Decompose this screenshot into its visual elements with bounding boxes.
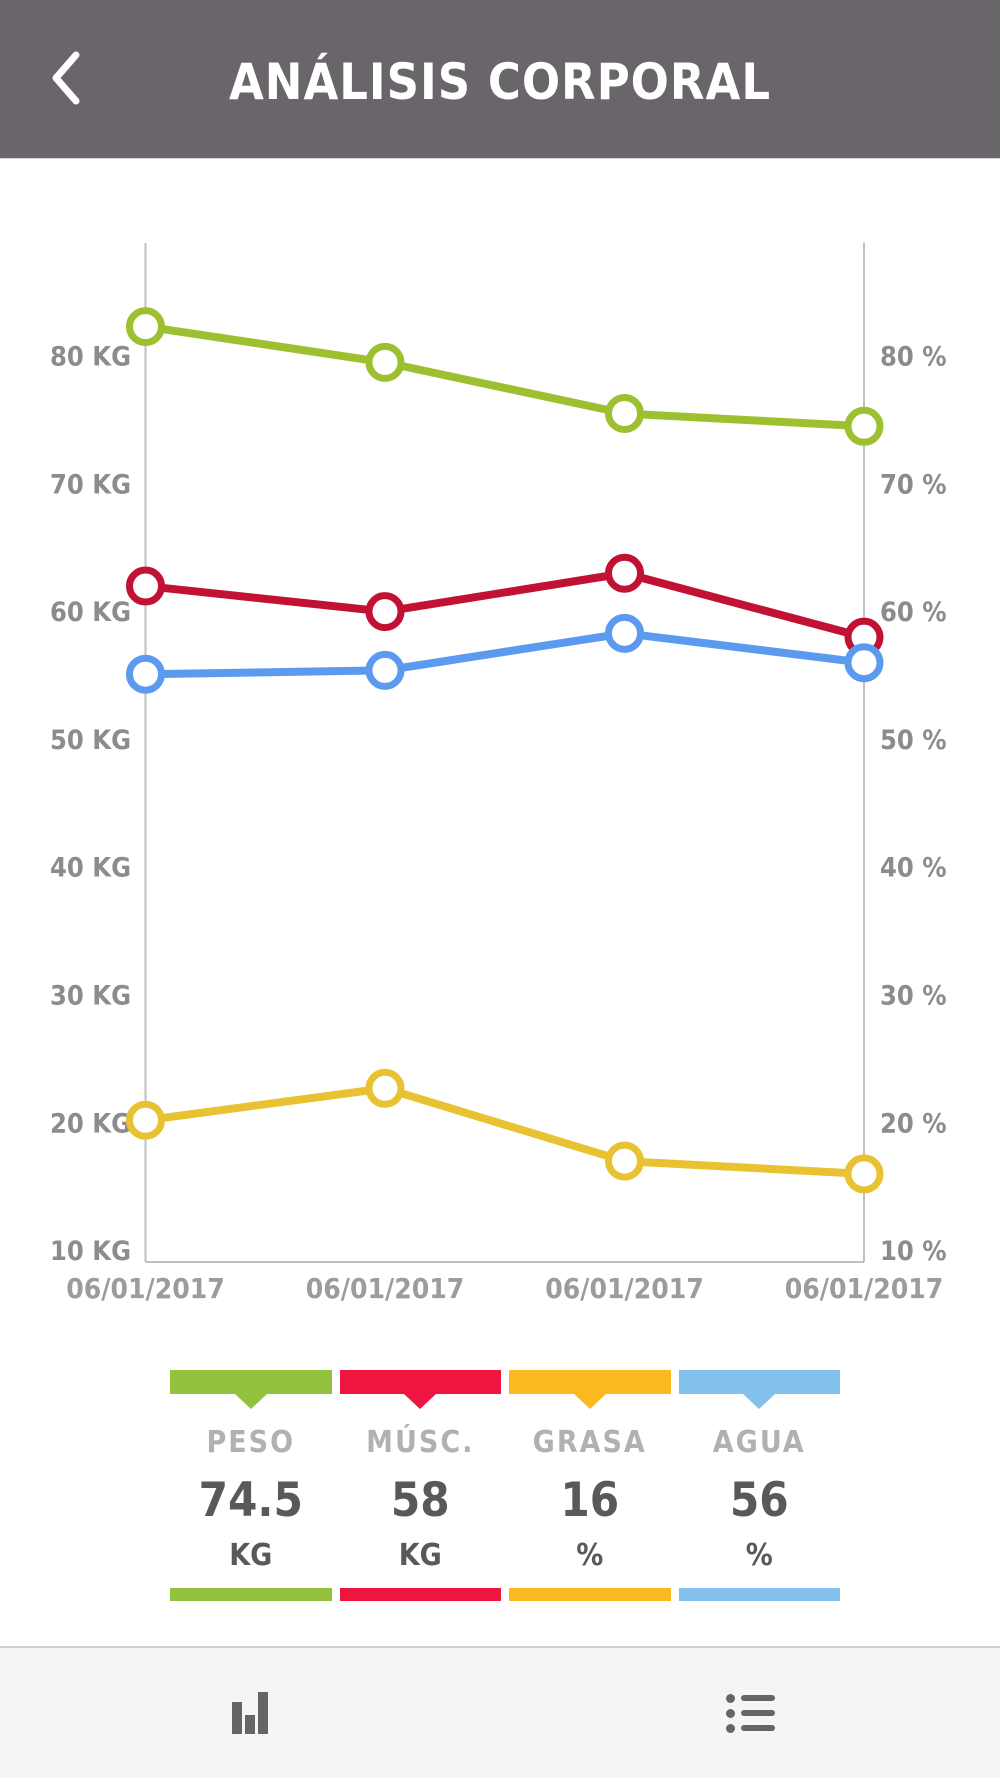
y-tick-left: 80 KG (50, 341, 131, 372)
data-point[interactable] (365, 592, 405, 632)
data-point[interactable] (126, 654, 165, 694)
legend-pointer-icon (573, 1394, 606, 1409)
legend-series-label: PESO (206, 1425, 296, 1460)
x-tick-date: 06/01/2017 (306, 1272, 465, 1305)
legend-pointer-icon (404, 1394, 437, 1409)
data-point[interactable] (605, 394, 644, 434)
bar-chart-icon (232, 1692, 268, 1734)
tab-list-view[interactable] (500, 1648, 1000, 1778)
legend-item: PESO 74.5 KG (170, 1370, 332, 1601)
series-line (141, 322, 868, 431)
data-series-grasa (126, 1068, 884, 1194)
legend-pointer-icon (743, 1394, 776, 1409)
data-point[interactable] (844, 643, 884, 683)
legend-series-value: 58 (390, 1473, 450, 1528)
legend-series-value: 56 (729, 1473, 789, 1528)
y-tick-left: 70 KG (50, 469, 131, 500)
y-tick-left: 10 KG (50, 1236, 131, 1267)
legend-series-unit: % (745, 1538, 773, 1573)
y-tick-right: 20 % (880, 1108, 947, 1139)
y-tick-right: 10 % (880, 1236, 947, 1267)
series-line (141, 569, 868, 642)
legend-series-unit: KG (229, 1538, 273, 1573)
x-axis-labels: 06/01/2017 06/01/2017 06/01/2017 06/01/2017 (66, 1272, 943, 1305)
list-icon (725, 1693, 775, 1733)
legend-series-value: 16 (560, 1473, 620, 1528)
legend-underline-bar (678, 1588, 840, 1601)
y-tick-right: 40 % (880, 853, 947, 884)
y-axis-labels: 10 KG 10 % 20 KG 20 % 30 KG 30 % 40 KG 40 % 50 K… (50, 341, 947, 1267)
data-point[interactable] (605, 1141, 644, 1181)
y-tick-right: 70 % (880, 469, 947, 500)
body-analysis-chart: 10 KG 10 % 20 KG 20 % 30 KG 30 % 40 KG 40 % 50 K… (0, 190, 1000, 1330)
bottom-toolbar (0, 1646, 1000, 1778)
chevron-left-icon (52, 51, 80, 105)
y-tick-left: 50 KG (50, 725, 131, 756)
data-point[interactable] (126, 307, 165, 347)
legend-series-unit: % (576, 1538, 604, 1573)
data-series-peso (126, 307, 884, 446)
legend-color-bar (678, 1370, 840, 1409)
legend-item: AGUA 56 % (678, 1370, 840, 1601)
data-point[interactable] (365, 342, 405, 382)
legend-series-label: MÚSC. (366, 1425, 475, 1460)
y-tick-left: 30 KG (50, 980, 131, 1011)
x-tick-date: 06/01/2017 (66, 1272, 225, 1305)
legend-series-label: AGUA (712, 1425, 806, 1460)
line-chart-canvas: 10 KG 10 % 20 KG 20 % 30 KG 30 % 40 KG 40 % 50 K… (50, 243, 947, 1305)
data-point[interactable] (605, 553, 644, 593)
y-tick-right: 60 % (880, 597, 947, 628)
legend-underline-bar (509, 1588, 671, 1601)
data-point[interactable] (365, 1068, 405, 1108)
legend-underline-bar (339, 1588, 501, 1601)
legend-color-bar (170, 1370, 332, 1409)
series-line (141, 629, 868, 679)
y-tick-left: 20 KG (50, 1108, 131, 1139)
y-tick-right: 80 % (880, 341, 947, 372)
data-point[interactable] (126, 1100, 165, 1140)
data-point[interactable] (365, 650, 405, 690)
y-tick-left: 40 KG (50, 853, 131, 884)
legend-item: MÚSC. 58 KG (339, 1370, 501, 1601)
series-line (141, 1084, 868, 1178)
x-tick-date: 06/01/2017 (785, 1272, 944, 1305)
data-series-agua (126, 613, 884, 694)
tab-chart-view[interactable] (0, 1648, 500, 1778)
page-title: ANÁLISIS CORPORAL (228, 53, 772, 111)
legend: PESO 74.5 KG MÚSC. 58 KG GRASA 16 % AGUA… (170, 1370, 840, 1601)
y-tick-right: 50 % (880, 725, 947, 756)
legend-underline-bar (170, 1588, 332, 1601)
data-point[interactable] (844, 406, 884, 446)
data-series-msc (126, 553, 884, 657)
legend-item: GRASA 16 % (509, 1370, 671, 1601)
y-tick-left: 60 KG (50, 597, 131, 628)
legend-series-value: 74.5 (198, 1473, 303, 1528)
legend-color-bar (339, 1370, 501, 1409)
legend-series-unit: KG (398, 1538, 442, 1573)
y-tick-right: 30 % (880, 980, 947, 1011)
legend-series-label: GRASA (532, 1425, 647, 1460)
x-tick-date: 06/01/2017 (545, 1272, 704, 1305)
back-button[interactable] (30, 38, 100, 118)
legend-pointer-icon (234, 1394, 267, 1409)
data-point[interactable] (126, 566, 165, 606)
header: ANÁLISIS CORPORAL (0, 0, 1000, 158)
data-point[interactable] (844, 1154, 884, 1194)
legend-color-bar (509, 1370, 671, 1409)
data-point[interactable] (605, 613, 644, 653)
